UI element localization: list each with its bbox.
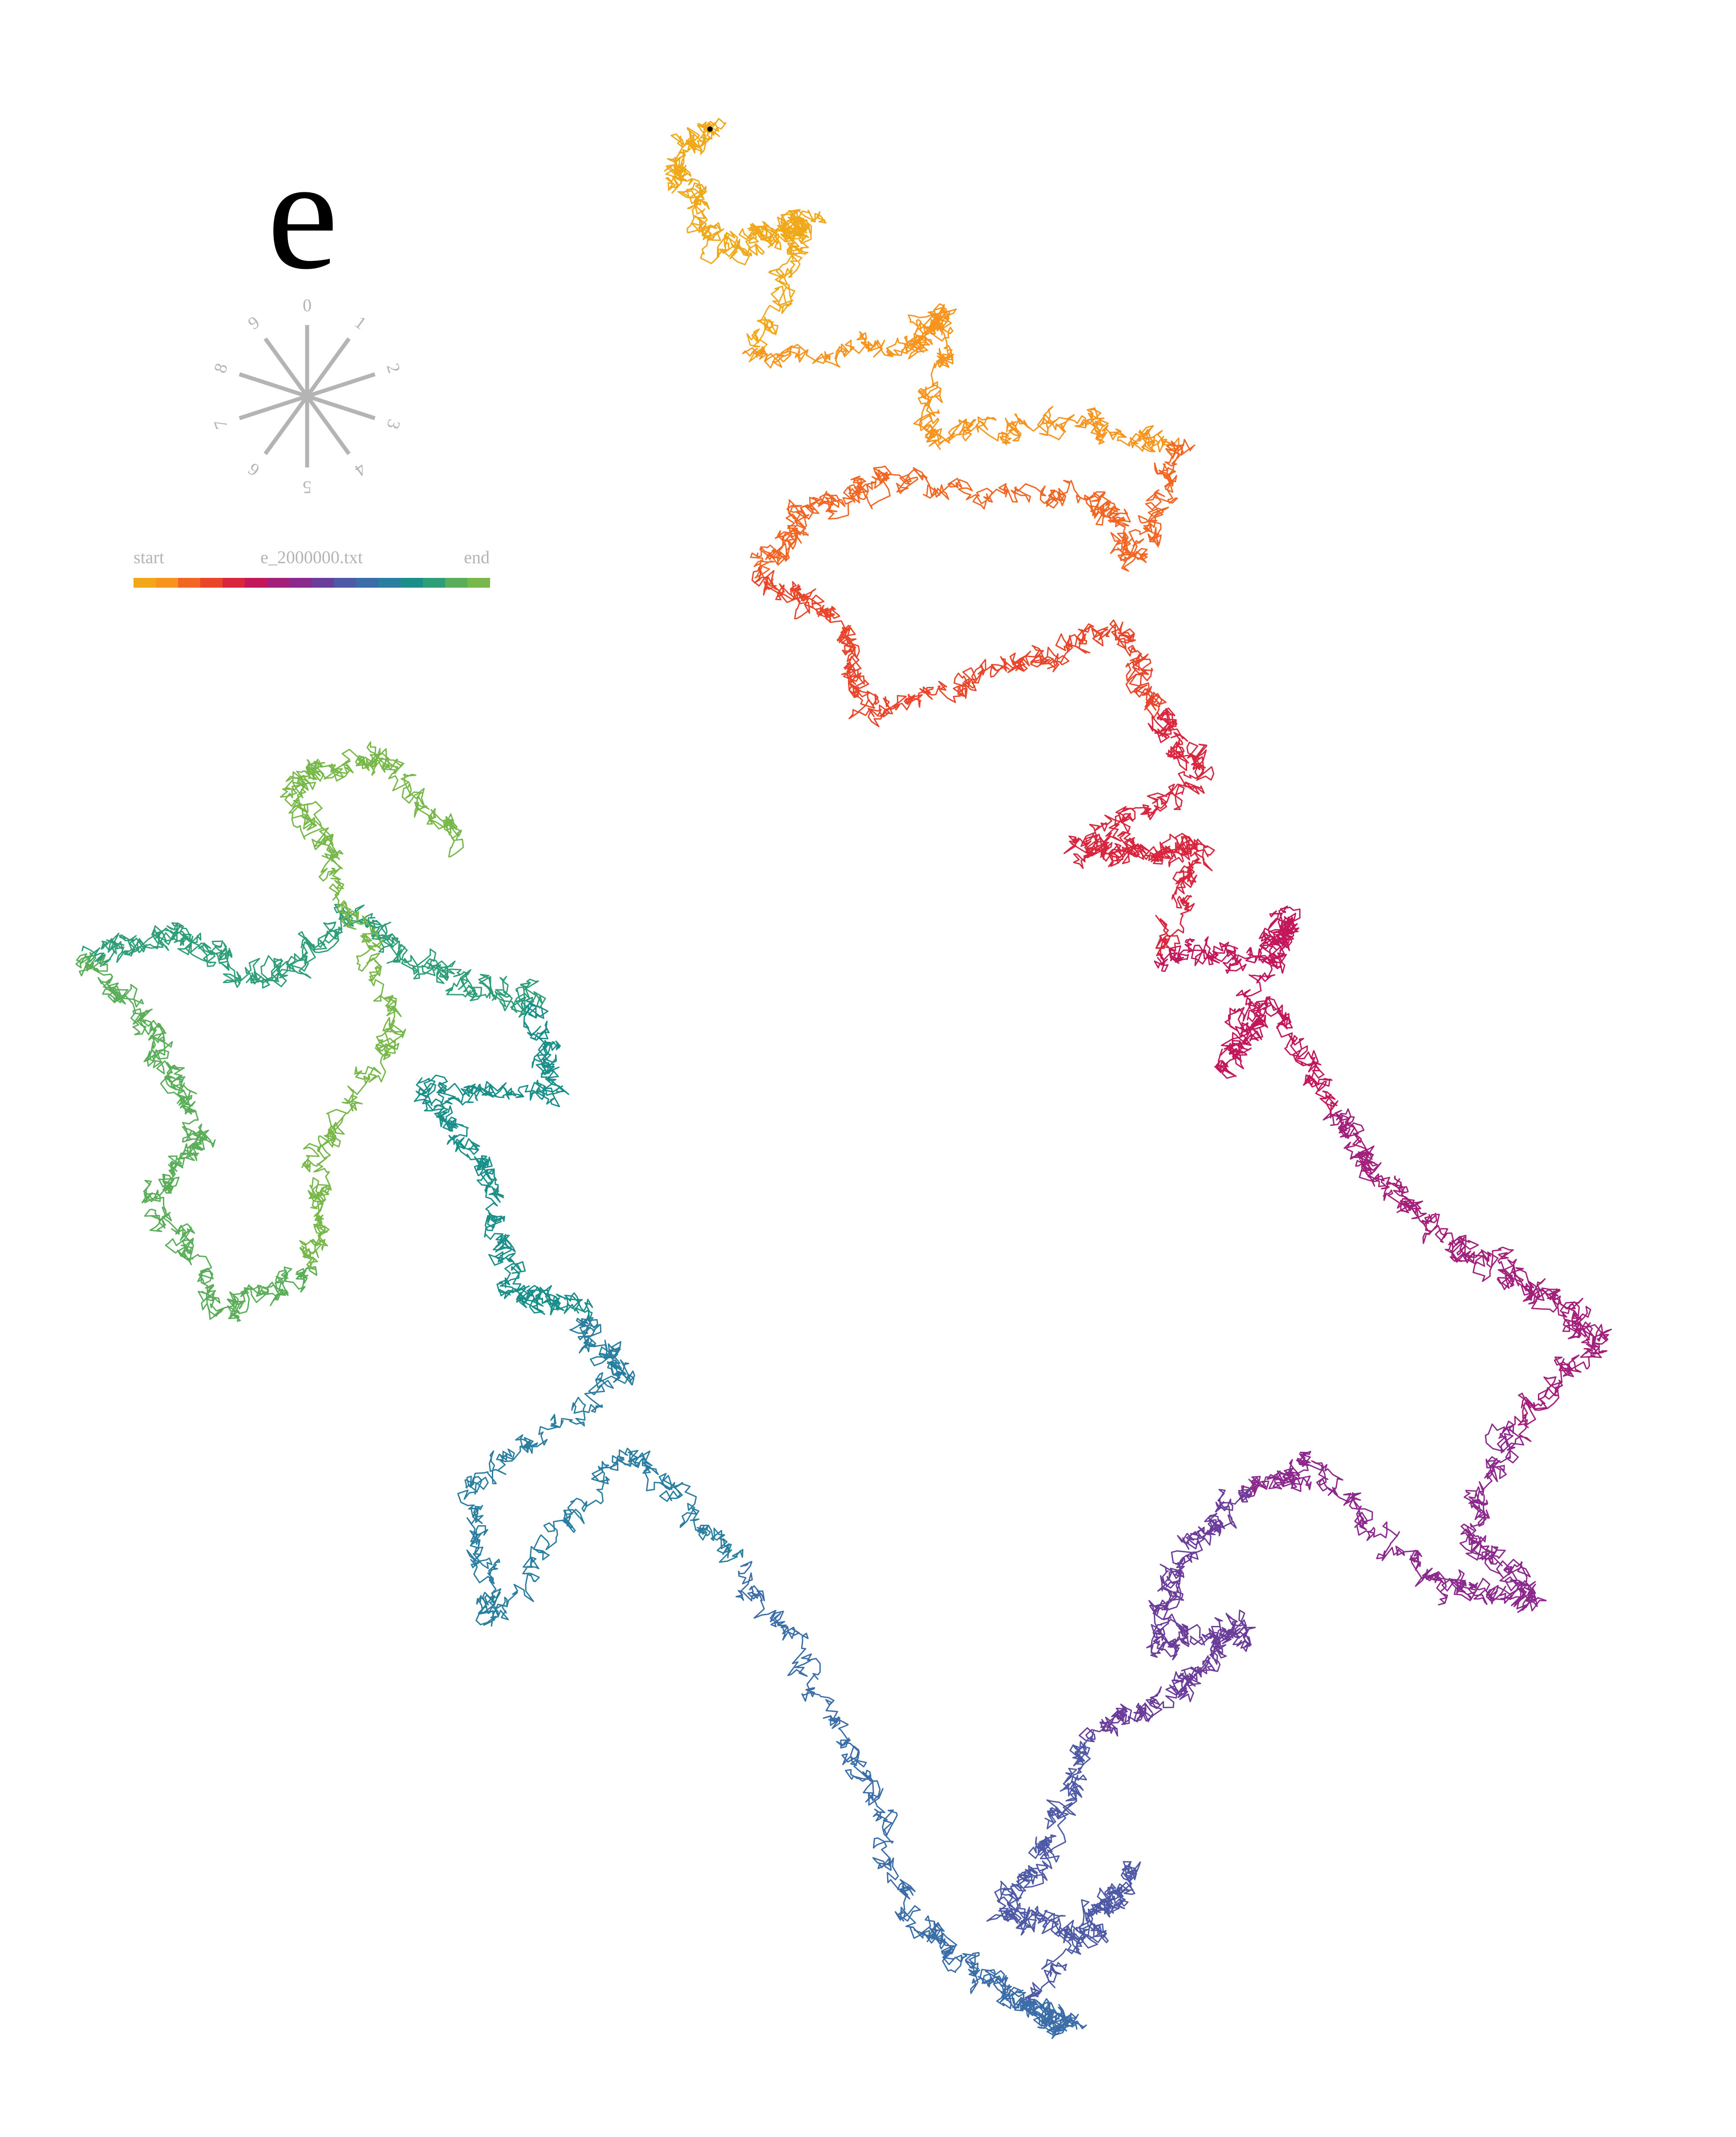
compass-spoke-1 [305, 337, 351, 398]
walk-segment [457, 1312, 744, 1627]
legend-color-segment [445, 578, 468, 588]
legend-file-label: e_2000000.txt [260, 547, 363, 567]
legend-start-label: start [134, 547, 164, 567]
compass-spoke-2 [306, 372, 376, 398]
walk-segment [735, 1561, 1087, 2039]
compass-digit-label-4: 4 [351, 459, 370, 480]
walk-segment [664, 118, 827, 362]
compass-digit-label-1: 1 [351, 312, 370, 333]
legend-color-segment [356, 578, 379, 588]
legend-color-segment [467, 578, 490, 588]
compass-spoke-7 [239, 394, 308, 420]
compass-digit-label-5: 5 [303, 477, 312, 497]
legend-color-segment [423, 578, 446, 588]
color-legend: start e_2000000.txt end [134, 547, 490, 588]
legend-color-segment [245, 578, 268, 588]
walk-segment [75, 952, 317, 1322]
compass-digit-label-3: 3 [383, 417, 405, 432]
walk-segment [280, 741, 464, 1270]
compass-digit-label-0: 0 [303, 295, 312, 315]
legend-color-segment [289, 578, 312, 588]
digit-direction-compass: 0 1 2 3 4 5 6 7 8 9 [210, 295, 405, 497]
walk-segment [986, 1731, 1141, 2009]
walk-segment [1154, 905, 1339, 1119]
compass-digit-label-9: 9 [244, 312, 264, 333]
walk-segment [1063, 707, 1215, 959]
legend-color-segment [378, 578, 401, 588]
compass-spoke-3 [306, 394, 376, 420]
compass-digit-label-6: 6 [244, 459, 264, 480]
compass-digit-label-7: 7 [210, 417, 231, 432]
legend-color-segment [223, 578, 245, 588]
legend-color-segment [401, 578, 423, 588]
walk-segment [1322, 1108, 1612, 1442]
walk-segment [81, 904, 546, 1018]
legend-color-bar [134, 578, 490, 588]
compass-digit-label-8: 8 [210, 361, 231, 375]
compass-spoke-4 [305, 395, 351, 455]
walk-segment [751, 567, 1167, 727]
compass-digit-label-2: 2 [383, 361, 405, 375]
compass-spoke-8 [239, 372, 308, 398]
walk-segment [414, 996, 593, 1320]
walk-start-marker [707, 126, 713, 132]
legend-color-segment [200, 578, 223, 588]
legend-color-segment [312, 578, 334, 588]
figure-title: e [267, 125, 338, 302]
compass-spoke-6 [264, 395, 309, 455]
legend-color-segment [156, 578, 178, 588]
legend-end-label: end [464, 547, 490, 567]
walk-segment [1079, 1487, 1256, 1743]
walk-segment [1238, 1420, 1547, 1613]
legend-color-segment [267, 578, 290, 588]
walk-segment [750, 439, 1196, 585]
legend-color-segment [334, 578, 357, 588]
walk-segment [742, 303, 1180, 455]
legend-color-segment [178, 578, 201, 588]
compass-spoke-9 [264, 337, 309, 398]
legend-color-segment [134, 578, 156, 588]
